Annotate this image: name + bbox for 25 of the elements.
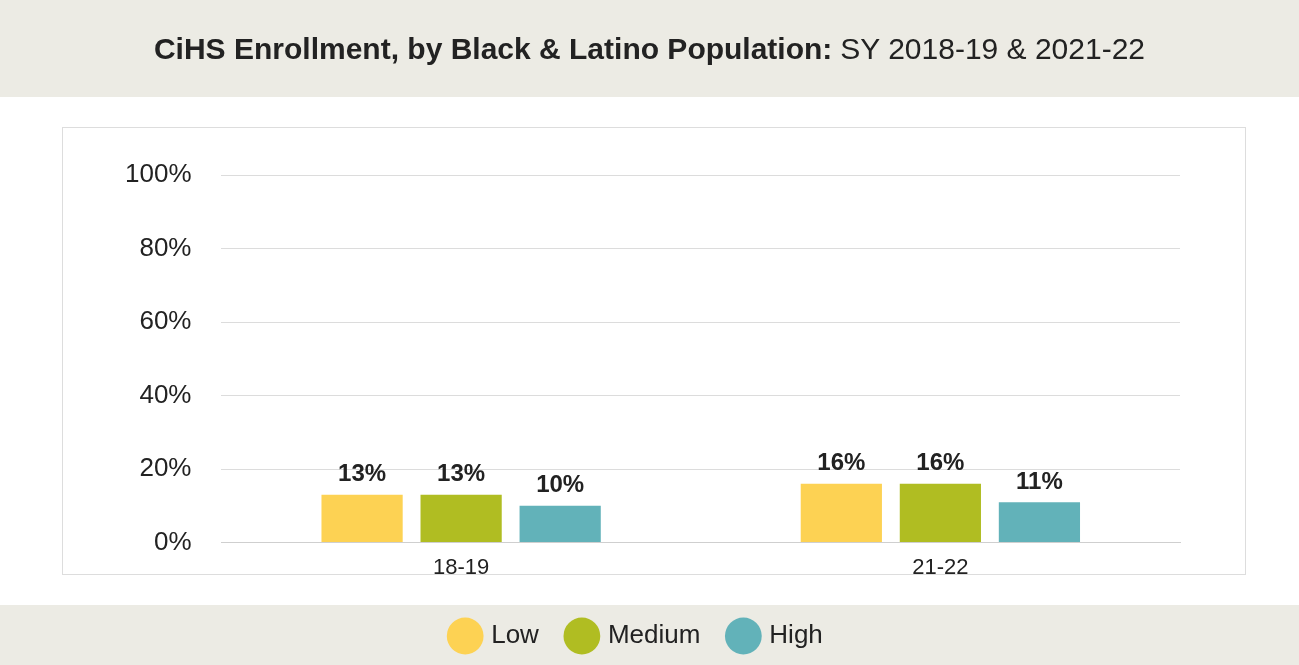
legend-label: High	[769, 619, 823, 650]
bar	[800, 483, 882, 543]
chart-subtitle: SY 2018-19 & 2021-22	[840, 31, 1146, 66]
bar	[998, 502, 1081, 543]
x-tick-label: 18-19	[432, 553, 490, 579]
y-tick-label: 0%	[153, 525, 192, 556]
bar	[519, 505, 601, 543]
data-label: 11%	[1016, 466, 1063, 494]
bar	[321, 494, 403, 543]
y-tick-label: 80%	[139, 231, 192, 262]
data-label: 10%	[536, 470, 585, 498]
x-tick-label: 21-22	[912, 553, 969, 579]
y-tick-label: 100%	[125, 158, 192, 189]
chart-title: CiHS Enrollment, by Black & Latino Population:	[153, 31, 833, 66]
y-tick-label: 20%	[139, 452, 192, 483]
data-label: 16%	[817, 448, 866, 476]
bar	[420, 494, 502, 543]
legend-label: Medium	[607, 619, 701, 650]
legend-label: Low	[491, 619, 540, 650]
bar	[899, 483, 981, 543]
y-tick-label: 60%	[139, 305, 192, 336]
y-tick-label: 40%	[139, 378, 192, 409]
data-label: 16%	[916, 448, 965, 476]
data-label: 13%	[437, 459, 486, 487]
data-label: 13%	[338, 459, 387, 487]
